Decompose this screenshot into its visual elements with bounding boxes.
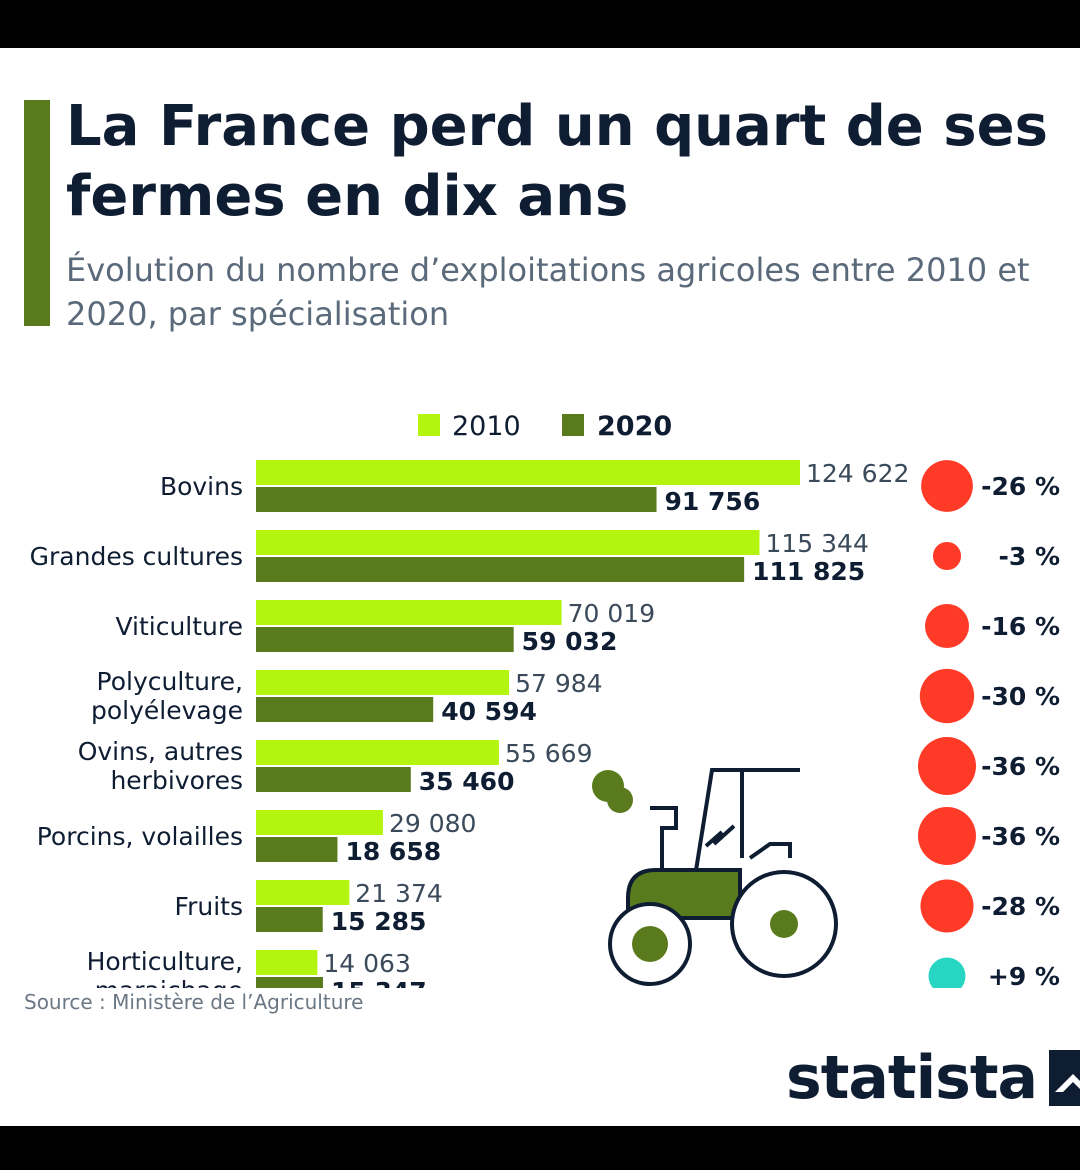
category-label: Bovins — [160, 472, 243, 501]
value-label-2020: 18 658 — [345, 837, 441, 866]
bar-2020 — [256, 697, 434, 722]
chart-title: La France perd un quart de ses fermes en… — [66, 94, 1048, 229]
bar-2010 — [256, 460, 800, 485]
category-label: Polyculture, polyélevage — [91, 667, 243, 725]
change-label: -16 % — [981, 612, 1060, 641]
change-label: -36 % — [981, 752, 1060, 781]
change-circle — [925, 604, 969, 648]
bar-2020 — [256, 557, 745, 582]
change-circle — [928, 957, 966, 988]
change-label: -3 % — [998, 542, 1060, 571]
bar-2020 — [256, 487, 657, 512]
infographic-card: La France perd un quart de ses fermes en… — [0, 48, 1080, 1126]
legend: 2010 2020 — [418, 411, 672, 442]
source-note: Source : Ministère de l’Agriculture — [24, 990, 364, 1014]
value-label-2010: 21 374 — [355, 879, 442, 908]
change-label: -30 % — [981, 682, 1060, 711]
value-label-2010: 70 019 — [568, 599, 655, 628]
value-label-2020: 40 594 — [441, 697, 537, 726]
change-circle — [919, 668, 975, 724]
bar-2010 — [256, 880, 350, 905]
category-label: Fruits — [175, 892, 243, 921]
category-label: Ovins, autres herbivores — [78, 737, 243, 795]
statista-logo: statista — [786, 1038, 1080, 1118]
value-label-2010: 29 080 — [389, 809, 476, 838]
value-label-2020: 35 460 — [419, 767, 515, 796]
change-circle — [918, 807, 976, 865]
change-circle — [918, 737, 976, 795]
legend-swatch-2020 — [562, 414, 584, 436]
brand-name: statista — [786, 1043, 1038, 1113]
legend-label-2010: 2010 — [452, 411, 521, 442]
value-label-2010: 124 622 — [806, 459, 909, 488]
bar-2010 — [256, 810, 383, 835]
value-label-2010: 55 669 — [505, 739, 592, 768]
bar-2020 — [256, 767, 411, 792]
bar-2010 — [256, 600, 562, 625]
value-label-2010: 57 984 — [515, 669, 602, 698]
value-label-2020: 59 032 — [522, 627, 618, 656]
bar-chart: 2010 2020 124 622 91 756 Bovins -26 % 115 344… — [30, 411, 1060, 988]
change-label: -26 % — [981, 472, 1060, 501]
chart-subtitle: Évolution du nombre d’exploitations agri… — [66, 251, 1030, 333]
category-label: Horticulture,maraichage — [87, 947, 243, 988]
value-label-2020: 15 347 — [331, 977, 427, 988]
category-label: Grandes cultures — [30, 542, 243, 571]
change-label: -36 % — [981, 822, 1060, 851]
change-circle — [920, 879, 974, 933]
change-circle — [921, 460, 973, 512]
bar-2010 — [256, 950, 318, 975]
value-label-2020: 91 756 — [665, 487, 761, 516]
bar-2010 — [256, 740, 500, 765]
statista-mark-icon — [1049, 1050, 1080, 1106]
value-label-2020: 111 825 — [752, 557, 865, 586]
tractor-illustration — [592, 768, 838, 986]
bar-2020 — [256, 907, 323, 932]
change-label: -28 % — [981, 892, 1060, 921]
title-accent-bar — [24, 100, 50, 326]
bar-2010 — [256, 530, 760, 555]
category-label: Porcins, volailles — [37, 822, 243, 851]
bar-2020 — [256, 977, 323, 988]
category-label: Viticulture — [115, 612, 243, 641]
bar-2010 — [256, 670, 510, 695]
value-label-2020: 15 285 — [331, 907, 427, 936]
legend-label-2020: 2020 — [597, 411, 672, 442]
bar-2020 — [256, 627, 514, 652]
change-label: +9 % — [988, 962, 1060, 988]
bar-2020 — [256, 837, 338, 862]
legend-swatch-2010 — [418, 414, 440, 436]
value-label-2010: 14 063 — [323, 949, 410, 978]
change-circle — [932, 541, 962, 571]
value-label-2010: 115 344 — [765, 529, 868, 558]
